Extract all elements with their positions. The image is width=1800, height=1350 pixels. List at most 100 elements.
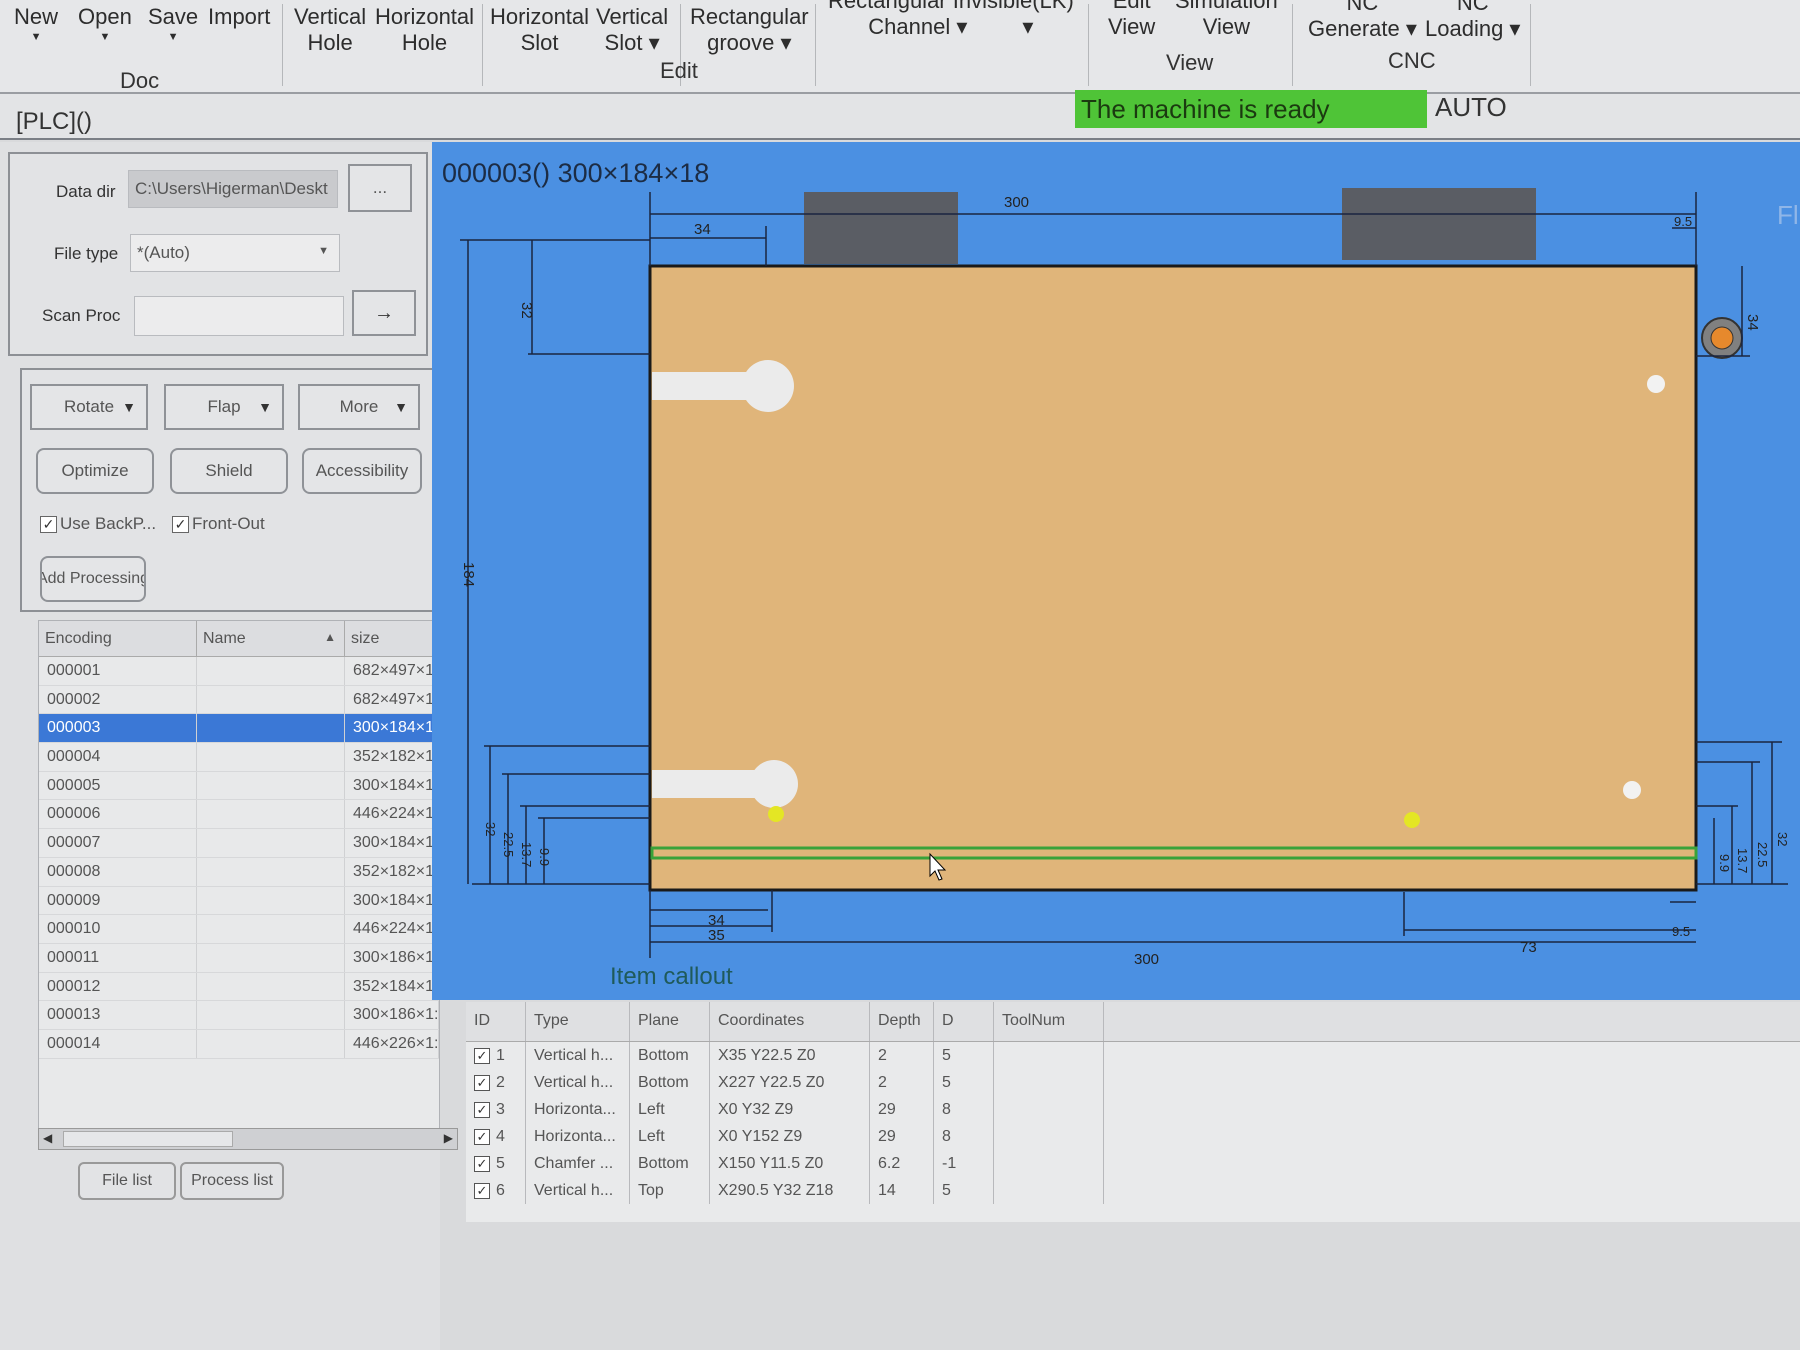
new-button[interactable]: New ▼ bbox=[14, 4, 59, 43]
size-cell: 300×184×1: bbox=[345, 886, 439, 915]
column-coordinates[interactable]: Coordinates bbox=[710, 1002, 870, 1041]
id-label: 2 bbox=[496, 1074, 505, 1091]
dim-bottom-34: 34 bbox=[708, 912, 725, 929]
file-list-row[interactable]: 000010 446×224×1: bbox=[39, 915, 439, 944]
process-row[interactable]: ✓ 3 Horizonta... Left X0 Y32 Z9 29 8 bbox=[466, 1096, 1800, 1123]
file-list-row[interactable]: 000009 300×184×1: bbox=[39, 886, 439, 916]
vertical-hole[interactable] bbox=[1623, 781, 1641, 799]
column-plane[interactable]: Plane bbox=[630, 1002, 710, 1041]
process-row[interactable]: ✓ 4 Horizonta... Left X0 Y152 Z9 29 8 bbox=[466, 1123, 1800, 1150]
import-button[interactable]: Import bbox=[208, 4, 270, 30]
front-out-checkbox[interactable]: ✓ Front-Out bbox=[172, 514, 265, 534]
add-processing-button[interactable]: Add Processing bbox=[40, 556, 146, 602]
column-depth[interactable]: Depth bbox=[870, 1002, 934, 1041]
process-enabled-checkbox[interactable]: ✓ bbox=[474, 1075, 490, 1091]
file-list-scrollbar[interactable]: ◀ ▶ bbox=[38, 1128, 458, 1150]
horizontal-slot-button[interactable]: Horizontal Slot bbox=[490, 4, 589, 56]
check-icon: ✓ bbox=[172, 515, 189, 533]
file-list-row[interactable]: 000006 446×224×1: bbox=[39, 800, 439, 830]
data-dir-field[interactable]: C:\Users\Higerman\Deskt bbox=[128, 170, 338, 208]
divider bbox=[482, 4, 483, 86]
column-toolnum[interactable]: ToolNum bbox=[994, 1002, 1104, 1041]
file-list-row[interactable]: 000005 300×184×1: bbox=[39, 771, 439, 801]
encoding-cell: 000010 bbox=[39, 915, 197, 943]
panel-part[interactable] bbox=[648, 264, 1698, 892]
rotate-dropdown[interactable]: Rotate ▼ bbox=[30, 384, 148, 430]
process-enabled-checkbox[interactable]: ✓ bbox=[474, 1102, 490, 1118]
horizontal-hole[interactable] bbox=[742, 360, 794, 412]
scan-proc-input[interactable] bbox=[134, 296, 344, 336]
file-list-row[interactable]: 000001 682×497×1: bbox=[39, 657, 439, 686]
scroll-right-icon[interactable]: ▶ bbox=[443, 1131, 453, 1145]
column-d[interactable]: D bbox=[934, 1002, 994, 1041]
simulation-view-button[interactable]: Simulation View bbox=[1175, 0, 1278, 40]
column-type[interactable]: Type bbox=[526, 1002, 630, 1041]
name-cell bbox=[197, 1029, 345, 1058]
actions-panel: Rotate ▼ Flap ▼ More ▼ Optimize Shield Acce… bbox=[20, 368, 436, 612]
vertical-slot-button[interactable]: Vertical Slot ▾ bbox=[596, 4, 669, 55]
chamfer-groove[interactable] bbox=[650, 846, 1698, 860]
more-dropdown[interactable]: More ▼ bbox=[298, 384, 420, 430]
encoding-cell: 000012 bbox=[39, 972, 197, 1001]
browse-button[interactable]: ... bbox=[348, 164, 412, 212]
process-enabled-checkbox[interactable]: ✓ bbox=[474, 1183, 490, 1199]
vertical-hole[interactable] bbox=[1647, 375, 1665, 393]
tab-file-list[interactable]: File list bbox=[78, 1162, 176, 1200]
name-cell bbox=[197, 886, 345, 915]
accessibility-button[interactable]: Accessibility bbox=[302, 448, 422, 494]
name-cell bbox=[197, 915, 345, 943]
column-size[interactable]: size bbox=[351, 630, 380, 647]
process-enabled-checkbox[interactable]: ✓ bbox=[474, 1156, 490, 1172]
file-list-row[interactable]: 000002 682×497×1: bbox=[39, 685, 439, 715]
flap-dropdown[interactable]: Flap ▼ bbox=[164, 384, 284, 430]
rectangular-groove-button[interactable]: Rectangular groove ▾ bbox=[690, 4, 809, 55]
scan-proc-label: Scan Proc bbox=[42, 306, 121, 325]
file-list-row[interactable]: 000012 352×184×1: bbox=[39, 972, 439, 1002]
optimize-button[interactable]: Optimize bbox=[36, 448, 154, 494]
file-list-row[interactable]: 000003 300×184×1: bbox=[39, 714, 439, 744]
process-row[interactable]: ✓ 5 Chamfer ... Bottom X150 Y11.5 Z0 6.2 -1 bbox=[466, 1150, 1800, 1177]
dim-right-bottom-22-5: 22.5 bbox=[1755, 842, 1770, 867]
dim-left-bottom-9-9: 9.9 bbox=[537, 848, 552, 866]
save-button[interactable]: Save ▼ bbox=[148, 4, 199, 43]
shield-button[interactable]: Shield bbox=[170, 448, 288, 494]
edit-view-button[interactable]: Edit View bbox=[1108, 0, 1155, 40]
id-cell: ✓ 5 bbox=[466, 1150, 526, 1177]
drawing-canvas[interactable]: 000003() 300×184×18 Fl 300 34 9.5 34 bbox=[432, 142, 1800, 1000]
horizontal-hole-button[interactable]: Horizontal Hole bbox=[375, 4, 474, 56]
new-label: New bbox=[14, 4, 59, 29]
column-id[interactable]: ID bbox=[466, 1002, 526, 1041]
process-enabled-checkbox[interactable]: ✓ bbox=[474, 1129, 490, 1145]
nc-loading-button[interactable]: NC Loading ▾ bbox=[1425, 0, 1520, 42]
process-row[interactable]: ✓ 2 Vertical h... Bottom X227 Y22.5 Z0 2 5 bbox=[466, 1069, 1800, 1096]
file-type-select[interactable]: *(Auto) ▼ bbox=[130, 234, 340, 272]
scroll-left-icon[interactable]: ◀ bbox=[43, 1131, 53, 1145]
scan-go-button[interactable]: → bbox=[352, 290, 416, 336]
column-encoding[interactable]: Encoding bbox=[39, 621, 197, 656]
file-list-row[interactable]: 000011 300×186×1: bbox=[39, 943, 439, 973]
process-row[interactable]: ✓ 6 Vertical h... Top X290.5 Y32 Z18 14 5 bbox=[466, 1177, 1800, 1204]
name-cell bbox=[197, 943, 345, 972]
file-list-row[interactable]: 000013 300×186×1: bbox=[39, 1001, 439, 1030]
open-button[interactable]: Open ▼ bbox=[78, 4, 132, 43]
file-list-body: 000001 682×497×1: 000002 682×497×1: 000003 30… bbox=[39, 657, 439, 1059]
scrollbar-thumb[interactable] bbox=[63, 1131, 233, 1147]
tab-process-list[interactable]: Process list bbox=[180, 1162, 284, 1200]
nc-generate-button[interactable]: NC Generate ▾ bbox=[1308, 0, 1417, 42]
file-list-row[interactable]: 000007 300×184×1: bbox=[39, 829, 439, 858]
vertical-hole-button[interactable]: Vertical Hole bbox=[294, 4, 366, 56]
process-enabled-checkbox[interactable]: ✓ bbox=[474, 1048, 490, 1064]
rectangular-invisible-channel-button[interactable]: Rectangular Invisible(LK) Channel ▾ ▾ bbox=[828, 0, 1074, 40]
name-cell bbox=[197, 657, 345, 685]
vertical-hole[interactable] bbox=[1404, 812, 1420, 828]
vertical-hole[interactable] bbox=[768, 806, 784, 822]
use-back-checkbox[interactable]: ✓ Use BackP... bbox=[40, 514, 156, 534]
horizontal-hole[interactable] bbox=[750, 760, 798, 808]
size-cell: 446×226×1: bbox=[345, 1029, 439, 1058]
file-list-row[interactable]: 000014 446×226×1: bbox=[39, 1029, 439, 1059]
file-list-row[interactable]: 000004 352×182×1: bbox=[39, 743, 439, 772]
dim-left-bottom-32: 32 bbox=[483, 822, 498, 836]
process-row[interactable]: ✓ 1 Vertical h... Bottom X35 Y22.5 Z0 2 5 bbox=[466, 1042, 1800, 1069]
file-list-row[interactable]: 000008 352×182×1: bbox=[39, 857, 439, 887]
column-name[interactable]: Name ▲ bbox=[197, 621, 345, 656]
